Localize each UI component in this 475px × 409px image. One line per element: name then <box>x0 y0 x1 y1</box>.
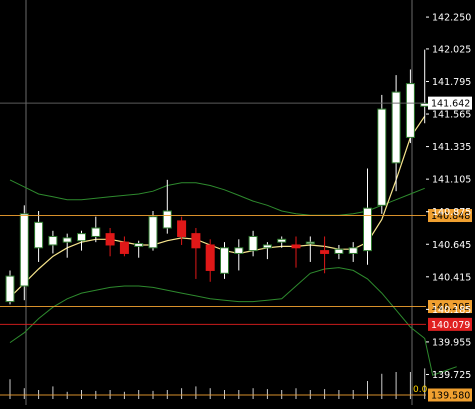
axis-tick-label: 140.415 <box>432 272 471 283</box>
axis-tick-label: 142.250 <box>432 13 471 24</box>
candle-body <box>348 247 358 254</box>
candle <box>34 210 44 262</box>
price-level-label: 141.642 <box>431 99 470 110</box>
candle <box>134 240 144 258</box>
price-level-tag <box>428 300 472 314</box>
candle-body <box>191 233 201 249</box>
candle <box>291 236 301 268</box>
candle-body <box>162 210 172 229</box>
candle-body <box>334 248 344 254</box>
candle <box>391 75 401 192</box>
candle-body <box>19 213 29 287</box>
candle-body <box>262 244 272 249</box>
price-levels: 141.642 140.848 140.205 140.079 139.580 <box>0 96 472 402</box>
candle-body <box>234 247 244 254</box>
candle-body <box>205 244 215 271</box>
price-level-label: 140.205 <box>431 302 470 313</box>
candle <box>19 205 29 301</box>
price-level-tag <box>428 96 472 110</box>
candle <box>91 216 101 243</box>
candle-body <box>420 102 430 107</box>
candle-body <box>134 243 144 247</box>
axis-tick-label: 139.955 <box>432 337 471 348</box>
axis-tick-label: 141.795 <box>432 77 471 88</box>
candle <box>177 216 187 245</box>
candle-body <box>220 247 229 274</box>
price-level-tag <box>428 388 472 402</box>
candle <box>162 179 172 234</box>
candle-body <box>391 91 401 164</box>
candle <box>305 236 315 262</box>
price-level-label: 140.079 <box>431 320 470 331</box>
candle <box>334 244 344 260</box>
candle <box>277 236 287 248</box>
candle-body <box>320 250 330 254</box>
candle-body <box>291 244 301 249</box>
candle <box>363 168 372 265</box>
candle <box>220 242 229 279</box>
candles <box>5 49 430 305</box>
bollinger-lower-band <box>9 267 457 376</box>
candle <box>119 236 129 257</box>
axis-tick-label: 139.725 <box>432 370 471 381</box>
candle-body <box>5 275 15 303</box>
price-level-label: 140.848 <box>431 211 470 222</box>
candle <box>348 242 358 262</box>
axis-tick-label: 142.025 <box>432 44 471 55</box>
candle-body <box>34 221 44 249</box>
candle <box>377 94 387 214</box>
candle <box>248 230 258 257</box>
candle <box>62 233 72 258</box>
volume-zero-label: 0.0 <box>413 385 428 395</box>
gridlines <box>25 0 413 405</box>
candle-body <box>77 233 86 242</box>
candle-body <box>148 216 158 249</box>
axis-tick-label: 140.645 <box>432 240 471 251</box>
candle <box>320 236 330 274</box>
candle <box>148 210 158 251</box>
axis-tick-label: 141.565 <box>432 110 471 121</box>
candle-body <box>248 235 258 252</box>
axis-tick-label: 141.105 <box>432 175 471 186</box>
volume-bars: 0.0 <box>9 368 428 399</box>
candle <box>77 230 86 251</box>
candle <box>5 270 15 305</box>
price-level-tag <box>428 317 472 331</box>
candle <box>405 69 415 144</box>
candle-body <box>177 220 187 237</box>
candle-body <box>119 241 129 254</box>
candle <box>105 227 115 257</box>
candle-body <box>91 227 101 237</box>
candle-body <box>377 108 387 206</box>
candle-body <box>105 233 115 246</box>
candle <box>48 230 58 254</box>
candle-body <box>305 241 315 245</box>
price-level-label: 139.580 <box>431 391 470 402</box>
moving-average-line <box>9 115 426 298</box>
axis-tick-label: 140.185 <box>432 305 471 316</box>
candle <box>191 227 201 279</box>
candle <box>262 242 272 260</box>
candle-body <box>48 235 58 246</box>
axis-tick-label: 140.875 <box>432 207 471 218</box>
candle-body <box>363 207 372 252</box>
candle-body <box>62 237 72 243</box>
candle-body <box>405 83 415 138</box>
candle <box>234 239 244 271</box>
axis-tick-label: 141.335 <box>432 142 471 153</box>
bollinger-upper-band <box>9 179 425 216</box>
candle <box>205 239 215 282</box>
candle <box>420 49 430 124</box>
bollinger-bands <box>9 179 457 376</box>
price-level-tag <box>428 209 472 223</box>
moving-average <box>9 115 426 298</box>
candle-body <box>277 238 287 243</box>
price-axis: 142.250 142.025 141.795 141.565 141.335 141.1… <box>426 13 471 381</box>
